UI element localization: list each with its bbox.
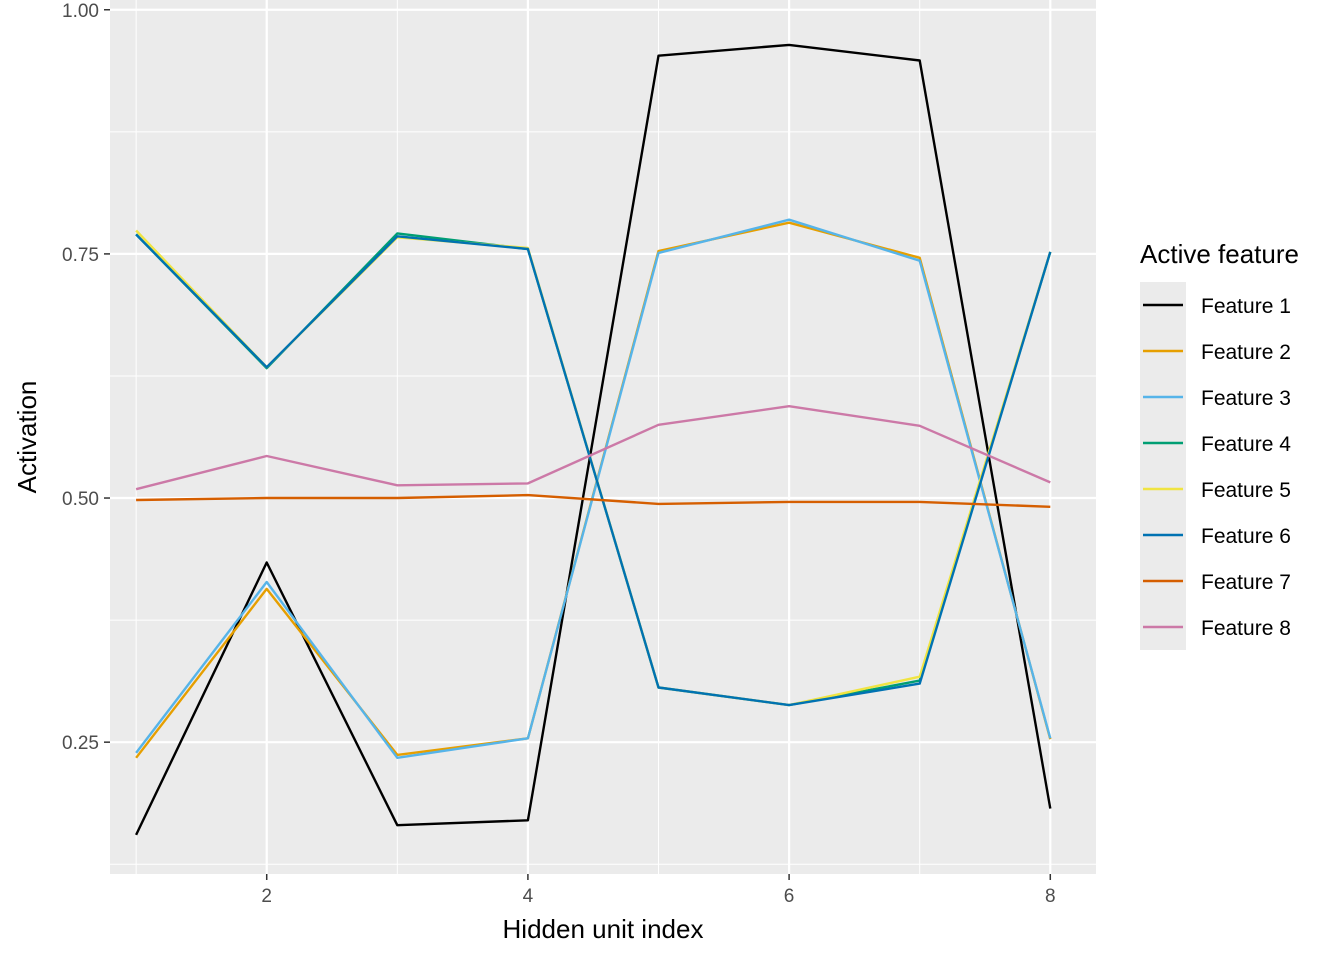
legend-label-feature-3: Feature 3 <box>1201 387 1291 410</box>
y-tick-label: 0.50 <box>62 489 99 510</box>
minor-gridlines <box>110 0 1096 874</box>
legend-label-feature-6: Feature 6 <box>1201 525 1291 548</box>
legend-title: Active feature <box>1140 239 1299 269</box>
x-tick-label: 6 <box>784 886 795 907</box>
y-axis: 0.25 0.50 0.75 1.00 <box>62 1 110 754</box>
x-tick-label: 2 <box>261 886 272 907</box>
series-line-feature-8 <box>135 405 1051 491</box>
y-tick-label: 1.00 <box>62 1 99 22</box>
y-tick-label: 0.25 <box>62 733 99 754</box>
legend-label-feature-5: Feature 5 <box>1201 479 1291 502</box>
x-axis: 2 4 6 8 <box>261 874 1056 907</box>
plot-panel <box>110 0 1096 874</box>
series-lines <box>135 43 1052 836</box>
x-axis-title: Hidden unit index <box>503 914 704 944</box>
legend-keys-background <box>1140 282 1186 650</box>
series-line-feature-1 <box>135 43 1052 836</box>
legend-label-feature-8: Feature 8 <box>1201 617 1291 640</box>
series-line-feature-7 <box>136 493 1051 508</box>
legend-label-feature-7: Feature 7 <box>1201 571 1291 594</box>
legend-label-feature-1: Feature 1 <box>1201 295 1291 318</box>
x-tick-label: 8 <box>1045 886 1056 907</box>
legend-label-feature-4: Feature 4 <box>1201 433 1291 456</box>
series-line-feature-3 <box>135 218 1052 759</box>
x-tick-label: 4 <box>523 886 534 907</box>
legend-label-feature-2: Feature 2 <box>1201 341 1291 364</box>
y-tick-label: 0.75 <box>62 245 99 266</box>
series-line-feature-6 <box>135 233 1052 707</box>
legend-items: Feature 1 Feature 2 Feature 3 Feature 4 Feat… <box>1143 295 1291 640</box>
y-axis-title: Activation <box>12 381 42 494</box>
